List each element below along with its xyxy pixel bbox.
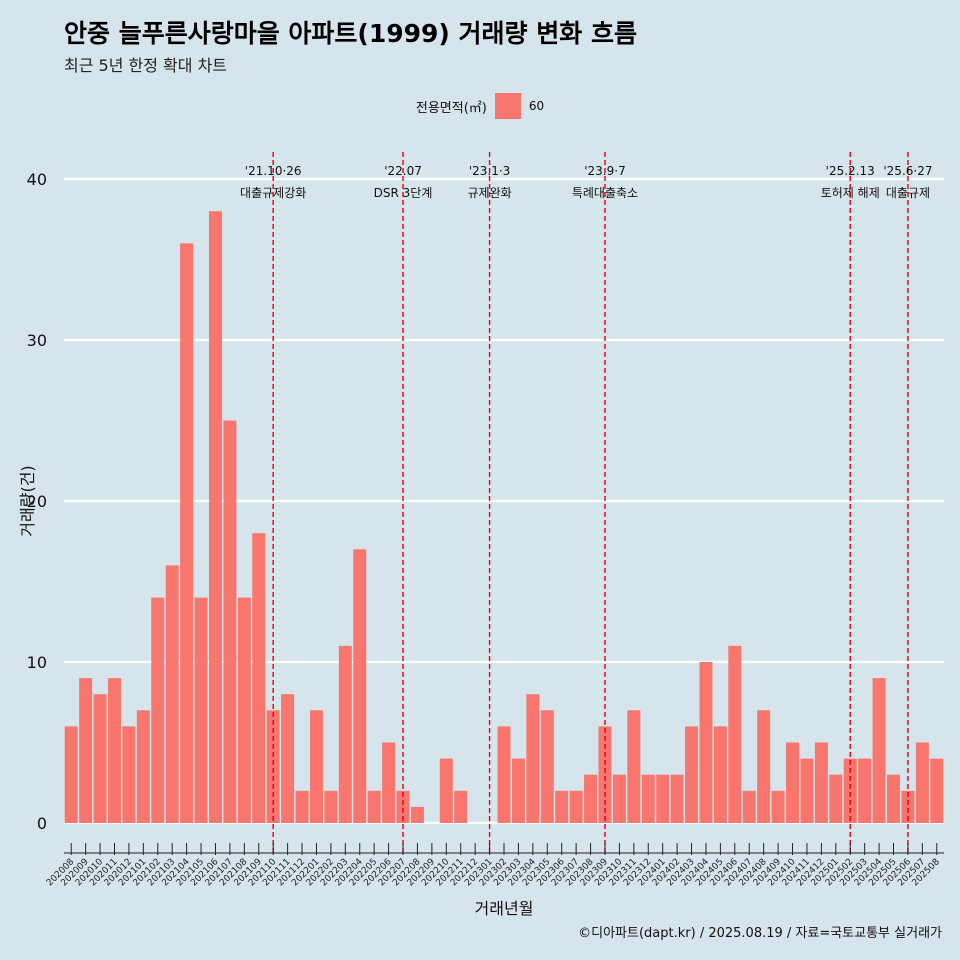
bar [281, 694, 295, 823]
bar [858, 758, 872, 823]
bar [136, 710, 150, 823]
bar [309, 710, 323, 823]
bar [295, 790, 309, 823]
bar [800, 758, 814, 823]
y-tick-label: 10 [27, 653, 47, 672]
bar [497, 726, 511, 823]
event-label: 규제완화 [467, 186, 511, 200]
bar [237, 597, 251, 823]
bar [353, 549, 367, 823]
y-tick-label: 20 [27, 492, 47, 511]
event-label: 토허제 해제 [821, 186, 880, 200]
bar [180, 243, 194, 823]
bar [757, 710, 771, 823]
bar [223, 420, 237, 823]
bar [685, 726, 699, 823]
event-label: 대출규제강화 [240, 186, 306, 200]
bar [901, 790, 915, 823]
bar [396, 790, 410, 823]
chart-subtitle: 최근 5년 한정 확대 차트 [64, 56, 228, 75]
bar [728, 645, 742, 823]
event-date: '23.9·7 [584, 164, 625, 178]
legend-swatch [494, 93, 521, 119]
bar [829, 774, 843, 823]
y-axis-title: 거래량(건) [18, 465, 37, 536]
bar [526, 694, 540, 823]
legend-title: 전용면적(㎡) [415, 100, 487, 116]
y-tick-label: 0 [37, 814, 47, 833]
event-label: DSR 3단계 [374, 186, 433, 200]
bar [382, 742, 396, 823]
bar [887, 774, 900, 823]
bar [324, 790, 338, 823]
event-date: '22.07 [384, 164, 422, 178]
event-date: '23.1·3 [469, 164, 510, 178]
bar [439, 758, 453, 823]
y-tick-label: 40 [27, 170, 47, 189]
bar [843, 758, 857, 823]
axes: 0102030402020082020092020102020112020122… [27, 170, 944, 888]
bar [713, 726, 727, 823]
event-markers: '21.10·26 대출규제강화 '22.07 DSR 3단계 '23.1·3 규제완화 '… [240, 152, 932, 853]
bar [641, 774, 655, 823]
event-date: '25.2.13 [826, 164, 875, 178]
bar [194, 597, 208, 823]
bar [410, 806, 424, 823]
bar [79, 678, 93, 823]
bar [454, 790, 468, 823]
legend-item-label: 60 [528, 99, 545, 113]
bar [64, 726, 78, 823]
bar [151, 597, 165, 823]
bar [872, 678, 886, 823]
bar [165, 565, 179, 823]
bar [915, 742, 929, 823]
bar [569, 790, 583, 823]
caption: ©디아파트(dapt.kr) / 2025.08.19 / 자료=국토교통부 실… [578, 926, 942, 941]
bar [540, 710, 554, 823]
x-axis-title: 거래년월 [475, 899, 534, 918]
bar [367, 790, 381, 823]
bar [814, 742, 828, 823]
bar [338, 645, 352, 823]
bar [742, 790, 756, 823]
bar [108, 678, 121, 823]
bar [598, 726, 612, 823]
legend: 전용면적(㎡) 60 [0, 93, 960, 119]
bar [555, 790, 569, 823]
bar [627, 710, 641, 823]
bar [670, 774, 684, 823]
bar [771, 790, 785, 823]
y-tick-label: 30 [27, 331, 47, 350]
bar [93, 694, 107, 823]
bar [656, 774, 670, 823]
bar [208, 211, 222, 823]
bar [252, 533, 266, 823]
event-label: 대출규제 [886, 186, 930, 200]
event-label: 특례대출축소 [572, 186, 638, 200]
bar [612, 774, 626, 823]
bars [64, 211, 944, 823]
event-date: '25.6·27 [883, 164, 932, 178]
bar [699, 662, 713, 823]
chart-title: 안중 늘푸른사랑마을 아파트(1999) 거래량 변화 흐름 [64, 19, 637, 48]
bar [122, 726, 136, 823]
bar [511, 758, 525, 823]
bar [930, 758, 944, 823]
bar [584, 774, 598, 823]
event-date: '21.10·26 [245, 164, 302, 178]
bar [786, 742, 800, 823]
bar [266, 710, 280, 823]
